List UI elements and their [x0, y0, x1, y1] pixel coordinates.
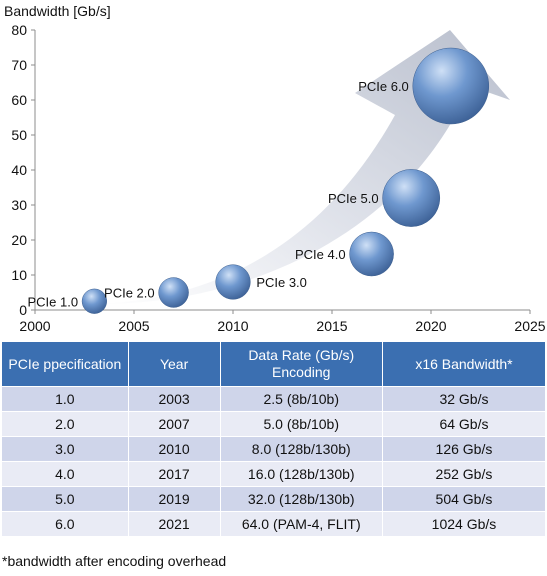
- cell-year: 2019: [128, 487, 221, 512]
- bubble-label: PCIe 5.0: [328, 191, 379, 206]
- cell-year: 2010: [128, 437, 221, 462]
- cell-bandwidth: 32 Gb/s: [382, 387, 545, 412]
- y-tick-label: 50: [11, 127, 27, 143]
- x-tick-label: 2000: [19, 318, 50, 334]
- cell-spec: 4.0: [2, 462, 129, 487]
- cell-spec: 1.0: [2, 387, 129, 412]
- bubble-label: PCIe 4.0: [295, 247, 346, 262]
- footnote: *bandwidth after encoding overhead: [2, 553, 227, 569]
- cell-data-rate: 16.0 (128b/130b): [220, 462, 383, 487]
- cell-year: 2007: [128, 412, 221, 437]
- bubble: [412, 47, 490, 125]
- cell-spec: 6.0: [2, 512, 129, 537]
- cell-bandwidth: 1024 Gb/s: [382, 512, 545, 537]
- cell-spec: 3.0: [2, 437, 129, 462]
- cell-spec: 2.0: [2, 412, 129, 437]
- bandwidth-chart: Bandwidth [Gb/s] 0 10 20 30 40 50 60 70 80 2000 20…: [4, 3, 546, 334]
- axes: 0 10 20 30 40 50 60 70 80 2000 2005 2010 2015 2020 202…: [11, 22, 545, 334]
- x-tick-label: 2015: [316, 318, 347, 334]
- x-tick-label: 2005: [118, 318, 149, 334]
- cell-spec: 5.0: [2, 487, 129, 512]
- header-spec: PCIe ppecification: [2, 342, 129, 387]
- table-row: 5.0 2019 32.0 (128b/130b) 504 Gb/s: [2, 487, 545, 512]
- y-tick-label: 20: [11, 232, 27, 248]
- table-row: 3.0 2010 8.0 (128b/130b) 126 Gb/s: [2, 437, 545, 462]
- header-year: Year: [128, 342, 221, 387]
- header-data-rate: Data Rate (Gb/s) Encoding: [220, 342, 383, 387]
- table-header-row: PCIe ppecification Year Data Rate (Gb/s)…: [2, 342, 545, 387]
- bubble-label: PCIe 1.0: [27, 294, 78, 309]
- table-row: 6.0 2021 64.0 (PAM-4, FLIT) 1024 Gb/s: [2, 512, 545, 537]
- x-tick-label: 2020: [415, 318, 446, 334]
- cell-data-rate: 8.0 (128b/130b): [220, 437, 383, 462]
- cell-data-rate: 5.0 (8b/10b): [220, 412, 383, 437]
- bubble-label: PCIe 3.0: [256, 275, 307, 290]
- bubble-label: PCIe 2.0: [104, 286, 155, 301]
- x-tick-label: 2025: [514, 318, 545, 334]
- bubble: [158, 277, 189, 308]
- y-tick-label: 0: [19, 302, 27, 318]
- cell-bandwidth: 64 Gb/s: [382, 412, 545, 437]
- y-tick-label: 30: [11, 197, 27, 213]
- table-row: 4.0 2017 16.0 (128b/130b) 252 Gb/s: [2, 462, 545, 487]
- x-tick-label: 2010: [217, 318, 248, 334]
- growth-arrow: [95, 30, 510, 305]
- cell-bandwidth: 252 Gb/s: [382, 462, 545, 487]
- bubble: [215, 264, 251, 300]
- header-bandwidth: x16 Bandwidth*: [382, 342, 545, 387]
- cell-data-rate: 64.0 (PAM-4, FLIT): [220, 512, 383, 537]
- y-tick-label: 10: [11, 267, 27, 283]
- cell-data-rate: 2.5 (8b/10b): [220, 387, 383, 412]
- bubble: [382, 169, 441, 227]
- y-tick-label: 80: [11, 22, 27, 38]
- y-tick-label: 40: [11, 162, 27, 178]
- table-row: 1.0 2003 2.5 (8b/10b) 32 Gb/s: [2, 387, 545, 412]
- cell-bandwidth: 126 Gb/s: [382, 437, 545, 462]
- cell-data-rate: 32.0 (128b/130b): [220, 487, 383, 512]
- bubble-label: PCIe 6.0: [358, 79, 409, 94]
- bubble: [349, 231, 394, 277]
- cell-year: 2003: [128, 387, 221, 412]
- bubble-series: PCIe 1.0 PCIe 2.0 PCIe 3.0 PCIe 4.0 PCIe 5.0…: [27, 47, 490, 314]
- pcie-spec-table: PCIe ppecification Year Data Rate (Gb/s)…: [2, 342, 545, 537]
- table-row: 2.0 2007 5.0 (8b/10b) 64 Gb/s: [2, 412, 545, 437]
- bubble: [81, 288, 107, 314]
- y-tick-label: 70: [11, 57, 27, 73]
- cell-year: 2021: [128, 512, 221, 537]
- cell-year: 2017: [128, 462, 221, 487]
- y-axis-title: Bandwidth [Gb/s]: [4, 3, 111, 19]
- y-tick-label: 60: [11, 92, 27, 108]
- cell-bandwidth: 504 Gb/s: [382, 487, 545, 512]
